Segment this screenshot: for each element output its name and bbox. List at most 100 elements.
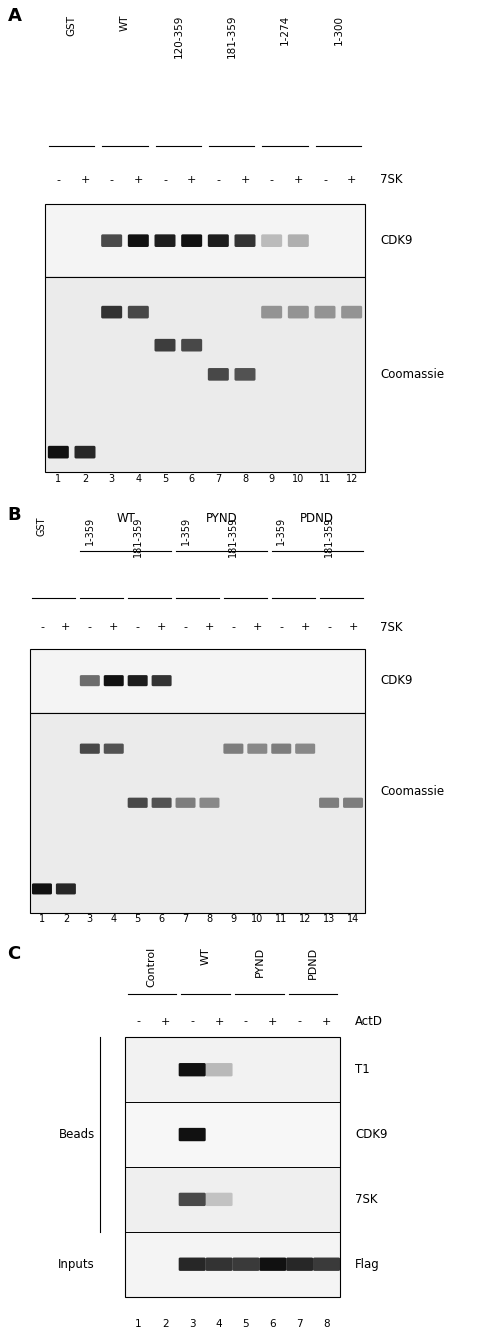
- Text: -: -: [88, 622, 92, 633]
- FancyBboxPatch shape: [101, 234, 122, 246]
- FancyBboxPatch shape: [224, 743, 244, 754]
- Text: WT: WT: [116, 513, 135, 525]
- Text: +: +: [300, 622, 310, 633]
- FancyBboxPatch shape: [176, 798, 196, 809]
- Bar: [45, 204, 365, 277]
- Bar: [125, 1038, 340, 1296]
- Text: +: +: [134, 174, 143, 185]
- FancyBboxPatch shape: [56, 883, 76, 895]
- Text: -: -: [323, 174, 327, 185]
- Text: 7: 7: [215, 474, 222, 484]
- Text: 5: 5: [162, 474, 168, 484]
- Text: 6: 6: [270, 1319, 276, 1329]
- FancyBboxPatch shape: [152, 798, 172, 809]
- FancyBboxPatch shape: [234, 368, 256, 381]
- Text: -: -: [163, 174, 167, 185]
- Text: -: -: [40, 622, 44, 633]
- Text: 1: 1: [135, 1319, 142, 1329]
- Text: 2: 2: [82, 474, 88, 484]
- Text: +: +: [294, 174, 303, 185]
- FancyBboxPatch shape: [154, 338, 176, 352]
- Text: 12: 12: [346, 474, 358, 484]
- Text: 1-359: 1-359: [85, 517, 95, 545]
- Text: -: -: [298, 1016, 302, 1027]
- Text: -: -: [270, 174, 274, 185]
- Text: +: +: [252, 622, 262, 633]
- FancyBboxPatch shape: [295, 743, 315, 754]
- FancyBboxPatch shape: [288, 306, 309, 318]
- Text: PDND: PDND: [308, 947, 318, 979]
- Text: -: -: [279, 622, 283, 633]
- Bar: [30, 649, 365, 713]
- FancyBboxPatch shape: [48, 446, 69, 458]
- Text: 8: 8: [206, 914, 212, 923]
- Text: PYND: PYND: [206, 513, 238, 525]
- Bar: [45, 277, 365, 472]
- FancyBboxPatch shape: [178, 1257, 206, 1271]
- FancyBboxPatch shape: [181, 234, 202, 246]
- Text: ActD: ActD: [355, 1015, 383, 1028]
- FancyBboxPatch shape: [101, 306, 122, 318]
- Text: +: +: [157, 622, 166, 633]
- FancyBboxPatch shape: [248, 743, 268, 754]
- Text: 7SK: 7SK: [380, 621, 402, 634]
- Text: Flag: Flag: [355, 1257, 380, 1271]
- FancyBboxPatch shape: [128, 675, 148, 686]
- Text: -: -: [110, 174, 114, 185]
- Text: 1: 1: [56, 474, 62, 484]
- Text: 6: 6: [158, 914, 164, 923]
- Text: -: -: [136, 1016, 140, 1027]
- FancyBboxPatch shape: [232, 1257, 260, 1271]
- FancyBboxPatch shape: [206, 1257, 233, 1271]
- FancyBboxPatch shape: [152, 675, 172, 686]
- Text: 181-359: 181-359: [324, 517, 334, 557]
- Text: Control: Control: [147, 947, 157, 987]
- Text: -: -: [136, 622, 140, 633]
- FancyBboxPatch shape: [208, 234, 229, 246]
- Text: 1-359: 1-359: [276, 517, 286, 545]
- Text: -: -: [56, 174, 60, 185]
- FancyBboxPatch shape: [271, 743, 291, 754]
- Text: 1-300: 1-300: [334, 15, 344, 44]
- Text: 12: 12: [299, 914, 312, 923]
- Text: 181-359: 181-359: [226, 15, 236, 59]
- Bar: [30, 713, 365, 912]
- FancyBboxPatch shape: [80, 675, 100, 686]
- Text: +: +: [187, 174, 196, 185]
- FancyBboxPatch shape: [261, 306, 282, 318]
- Text: 8: 8: [242, 474, 248, 484]
- Text: 3: 3: [87, 914, 93, 923]
- FancyBboxPatch shape: [200, 798, 220, 809]
- Text: 4: 4: [216, 1319, 222, 1329]
- FancyBboxPatch shape: [341, 306, 362, 318]
- Text: 9: 9: [268, 474, 274, 484]
- Text: CDK9: CDK9: [380, 234, 412, 248]
- Text: 120-359: 120-359: [174, 15, 184, 59]
- FancyBboxPatch shape: [260, 1257, 286, 1271]
- Text: 13: 13: [323, 914, 335, 923]
- Text: 4: 4: [110, 914, 117, 923]
- Text: +: +: [214, 1016, 224, 1027]
- Text: 11: 11: [275, 914, 287, 923]
- FancyBboxPatch shape: [178, 1192, 206, 1205]
- Text: 7SK: 7SK: [380, 173, 402, 186]
- Text: WT: WT: [120, 15, 130, 31]
- Text: 5: 5: [134, 914, 141, 923]
- Text: A: A: [8, 7, 22, 25]
- FancyBboxPatch shape: [32, 883, 52, 895]
- Text: CDK9: CDK9: [355, 1128, 388, 1142]
- Text: Coomassie: Coomassie: [380, 785, 444, 798]
- Text: -: -: [190, 1016, 194, 1027]
- FancyBboxPatch shape: [178, 1128, 206, 1142]
- FancyBboxPatch shape: [261, 234, 282, 246]
- FancyBboxPatch shape: [208, 368, 229, 381]
- Text: WT: WT: [200, 947, 210, 964]
- FancyBboxPatch shape: [128, 306, 149, 318]
- Text: PYND: PYND: [254, 947, 264, 978]
- Text: +: +: [80, 174, 90, 185]
- Text: +: +: [347, 174, 356, 185]
- FancyBboxPatch shape: [343, 798, 363, 809]
- Text: 10: 10: [292, 474, 304, 484]
- Text: -: -: [244, 1016, 248, 1027]
- Text: 3: 3: [108, 474, 114, 484]
